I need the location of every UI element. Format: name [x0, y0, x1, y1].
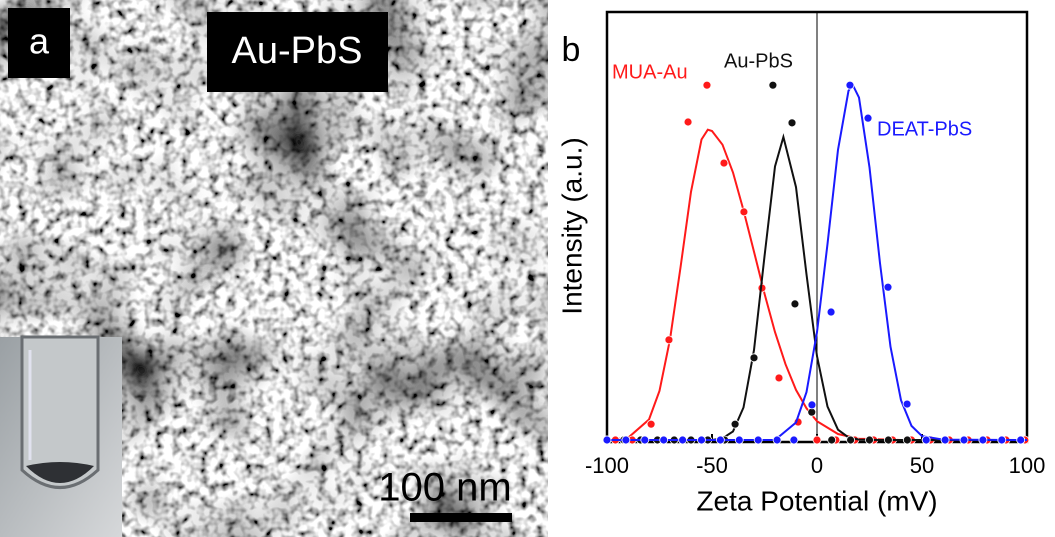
data-point	[754, 436, 762, 444]
data-point	[903, 400, 911, 408]
x-tick-label: 100	[1009, 453, 1046, 478]
panel-label: b	[562, 31, 581, 69]
page: a Au-PbS 100 nm b Zeta Potential (mV) In…	[0, 0, 1055, 537]
y-axis-label: Intensity (a.u.)	[556, 137, 587, 314]
data-point	[720, 159, 728, 167]
x-tick-label: 50	[910, 453, 934, 478]
data-point	[788, 119, 796, 127]
data-point	[790, 436, 798, 444]
data-point	[622, 436, 630, 444]
series-label: MUA-Au	[612, 61, 688, 83]
data-point	[813, 436, 821, 444]
scale-bar-label: 100 nm	[378, 466, 511, 510]
data-point	[740, 208, 748, 216]
data-point	[716, 436, 724, 444]
data-point	[846, 81, 854, 89]
data-point	[808, 408, 816, 416]
data-point	[828, 436, 836, 444]
data-point	[847, 436, 855, 444]
data-point	[750, 354, 758, 362]
data-point	[903, 436, 911, 444]
series-label: Au-PbS	[724, 50, 793, 72]
vial-inset	[0, 337, 122, 537]
data-point	[941, 436, 949, 444]
data-point	[775, 374, 783, 382]
data-point	[864, 114, 872, 122]
chart: b Zeta Potential (mV) Intensity (a.u.) -…	[556, 12, 1045, 516]
data-point	[679, 436, 687, 444]
x-tick-label: -50	[696, 453, 728, 478]
data-point	[641, 436, 649, 444]
data-point	[698, 436, 706, 444]
data-point	[998, 436, 1006, 444]
image-label: Au-PbS	[232, 30, 363, 72]
data-point	[703, 81, 711, 89]
data-point	[773, 436, 781, 444]
x-tick-label: -100	[585, 453, 629, 478]
tem-panel: a Au-PbS 100 nm	[0, 0, 548, 537]
data-point	[735, 436, 743, 444]
data-point	[922, 436, 930, 444]
series-label: DEAT-PbS	[877, 118, 972, 140]
data-point	[684, 118, 692, 126]
data-point	[808, 401, 816, 409]
figure: a Au-PbS 100 nm b Zeta Potential (mV) In…	[0, 0, 1055, 537]
data-point	[603, 436, 611, 444]
x-axis-label: Zeta Potential (mV)	[696, 485, 937, 516]
data-point	[731, 420, 739, 428]
scale-bar	[410, 513, 512, 522]
data-point	[866, 436, 874, 444]
data-point	[979, 436, 987, 444]
data-point	[769, 81, 777, 89]
data-point	[660, 436, 668, 444]
data-point	[884, 436, 892, 444]
data-point	[960, 436, 968, 444]
data-point	[665, 336, 673, 344]
x-tick-label: 0	[811, 453, 823, 478]
data-point	[1017, 436, 1025, 444]
data-point	[647, 420, 655, 428]
data-point	[884, 283, 892, 291]
data-point	[791, 300, 799, 308]
panel-label: a	[29, 21, 50, 62]
data-point	[827, 308, 835, 316]
